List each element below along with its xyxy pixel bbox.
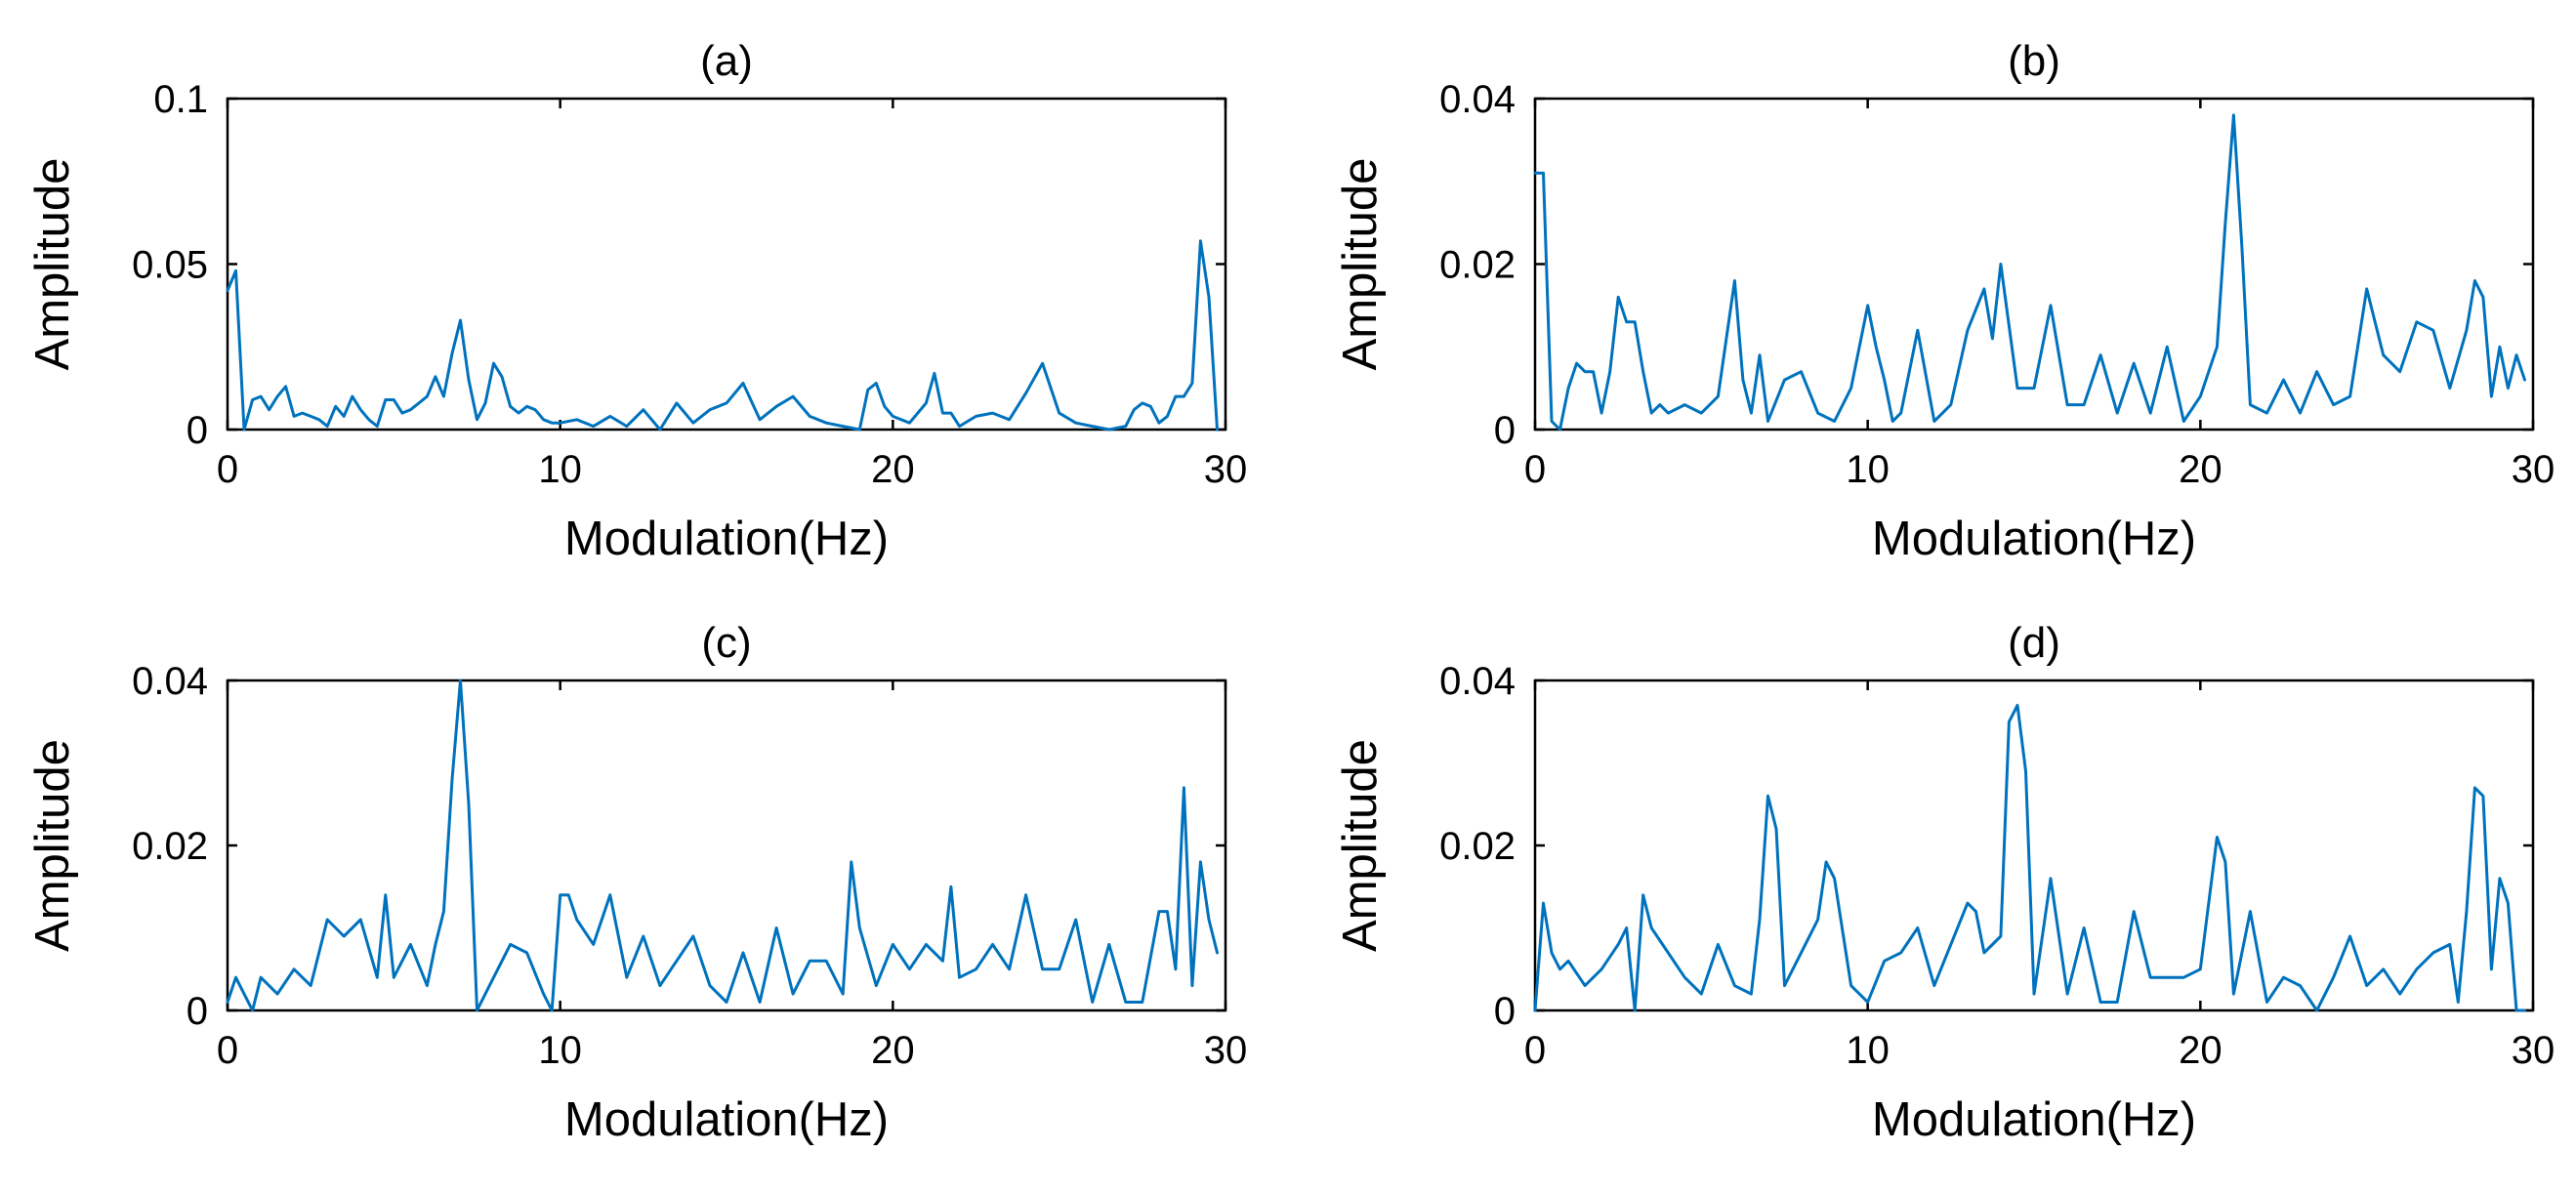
- x-axis-label: Modulation(Hz): [564, 513, 889, 565]
- axes-box: [1533, 97, 2535, 432]
- y-axis-label: Amplitude: [26, 158, 79, 371]
- y-tick-label: 0: [187, 409, 208, 452]
- y-tick-label: 0.04: [1439, 78, 1516, 121]
- series-line-d: [1533, 703, 2526, 1012]
- x-tick-label: 10: [1846, 448, 1890, 491]
- subplot-b: 0 10 20 30 0 0.02 0.04 (b) Modulation(Hz) Amplitu…: [1334, 37, 2555, 565]
- x-tick-label: 20: [2179, 1029, 2223, 1072]
- x-tick-label: 20: [871, 448, 915, 491]
- y-tick-label: 0: [1494, 990, 1516, 1033]
- subplot-a: 0 10 20 30 0 0.05 0.1 (a) Modulation(Hz) Amplitud…: [26, 37, 1247, 565]
- axes-box: [226, 679, 1227, 1012]
- subplot-c: 0 10 20 30 0 0.02 0.04 (c) Modulation(Hz) Amplitu…: [26, 619, 1247, 1146]
- subplot-d: 0 10 20 30 0 0.02 0.04 (d) Modulation(Hz) Amplitu…: [1334, 619, 2555, 1146]
- y-tick-label: 0.02: [1439, 825, 1516, 868]
- y-tick-label: 0.04: [132, 660, 208, 703]
- y-axis-label: Amplitude: [1334, 158, 1387, 371]
- x-tick-label: 0: [217, 1029, 238, 1072]
- x-tick-label: 30: [2512, 448, 2555, 491]
- y-tick-label: 0.02: [132, 825, 208, 868]
- x-axis-label: Modulation(Hz): [564, 1093, 889, 1146]
- y-axis-label: Amplitude: [26, 739, 79, 952]
- y-axis-label: Amplitude: [1334, 739, 1387, 952]
- chart-title: (b): [2008, 37, 2060, 85]
- series-line-a: [226, 239, 1219, 432]
- y-tick-label: 0.04: [1439, 660, 1516, 703]
- series-line-c: [226, 679, 1219, 1012]
- y-tick-label: 0.1: [153, 78, 208, 121]
- chart-title: (a): [700, 37, 753, 85]
- y-tick-label: 0.02: [1439, 244, 1516, 287]
- x-tick-label: 20: [871, 1029, 915, 1072]
- x-tick-label: 30: [1204, 1029, 1248, 1072]
- x-tick-label: 0: [1524, 448, 1546, 491]
- series-line-b: [1533, 113, 2526, 432]
- x-tick-label: 0: [217, 448, 238, 491]
- x-tick-label: 10: [538, 1029, 582, 1072]
- x-tick-label: 30: [1204, 448, 1248, 491]
- x-axis-label: Modulation(Hz): [1872, 1093, 2196, 1146]
- y-tick-label: 0: [1494, 409, 1516, 452]
- x-tick-label: 30: [2512, 1029, 2555, 1072]
- x-tick-label: 10: [538, 448, 582, 491]
- chart-title: (d): [2008, 619, 2060, 667]
- y-tick-label: 0.05: [132, 244, 208, 287]
- x-tick-label: 20: [2179, 448, 2223, 491]
- chart-title: (c): [701, 619, 751, 667]
- axes-box: [226, 97, 1227, 432]
- y-tick-label: 0: [187, 990, 208, 1033]
- x-tick-label: 10: [1846, 1029, 1890, 1072]
- x-axis-label: Modulation(Hz): [1872, 513, 2196, 565]
- x-tick-label: 0: [1524, 1029, 1546, 1072]
